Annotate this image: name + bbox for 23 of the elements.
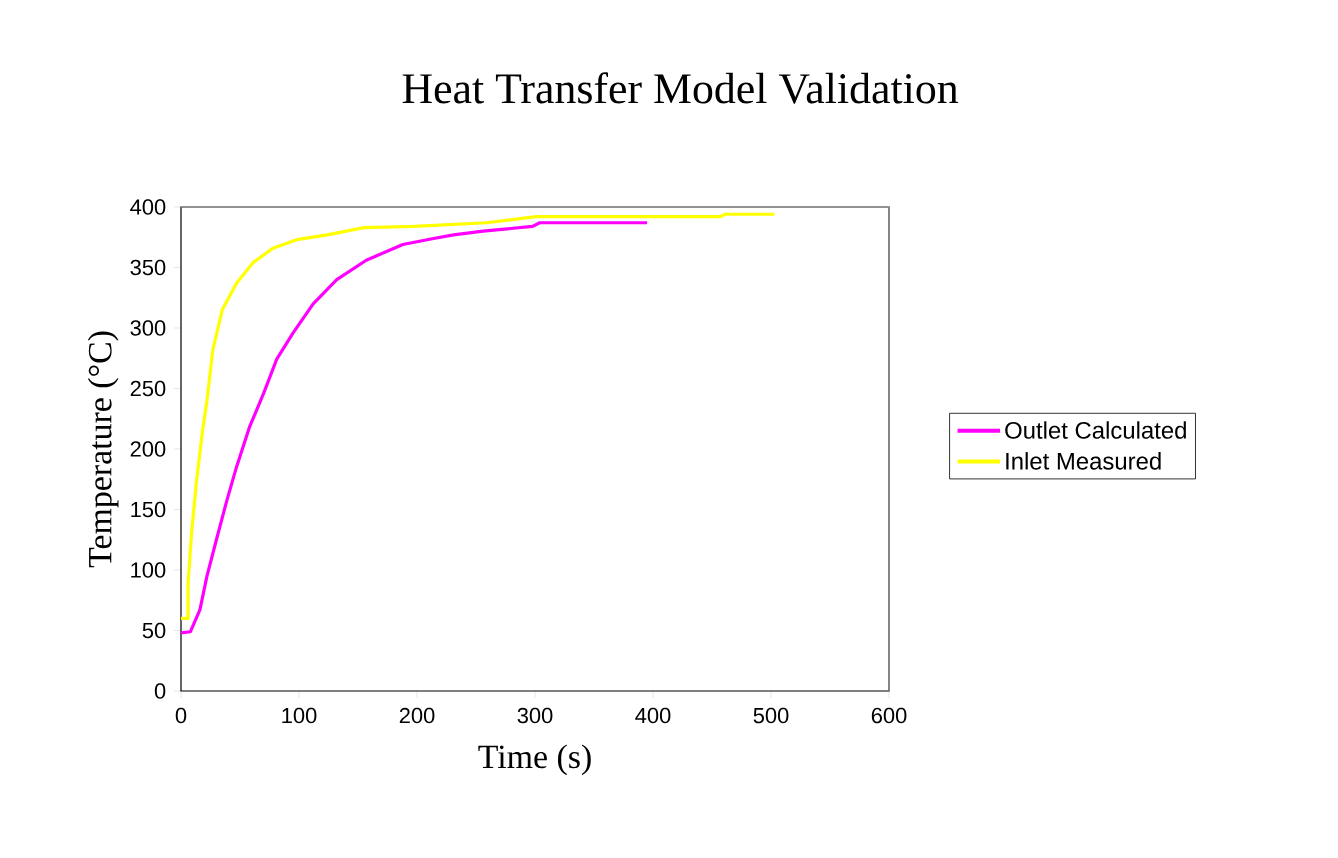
x-axis-title: Time (s) <box>478 744 591 776</box>
x-tick-label: 200 <box>399 707 435 724</box>
y-tick-label: 350 <box>130 259 166 276</box>
y-tick-label: 100 <box>131 562 166 578</box>
x-tick-label: 500 <box>753 707 789 724</box>
y-tick-label: 400 <box>130 199 166 215</box>
x-tick-label: 400 <box>635 707 671 724</box>
legend-label: Outlet Calculated <box>1005 421 1186 439</box>
legend-label: Inlet Measured <box>1006 452 1161 470</box>
x-tick-label: 300 <box>517 707 553 724</box>
y-tick-label: 200 <box>130 441 166 457</box>
y-tick-label: 250 <box>130 380 166 397</box>
x-tick-label: 600 <box>871 707 907 724</box>
line-series <box>179 212 777 620</box>
y-tick-label: 300 <box>130 320 166 336</box>
y-axis-title: Temperature (°C) <box>87 331 119 568</box>
chart-title: Heat Transfer Model Validation <box>402 72 959 104</box>
y-tick-label: 150 <box>131 501 166 518</box>
x-tick-label: 0 <box>175 707 187 724</box>
x-tick-label: 100 <box>282 707 317 724</box>
y-tick-label: 0 <box>154 683 166 699</box>
line-series <box>179 221 649 635</box>
y-tick-label: 50 <box>142 622 166 639</box>
